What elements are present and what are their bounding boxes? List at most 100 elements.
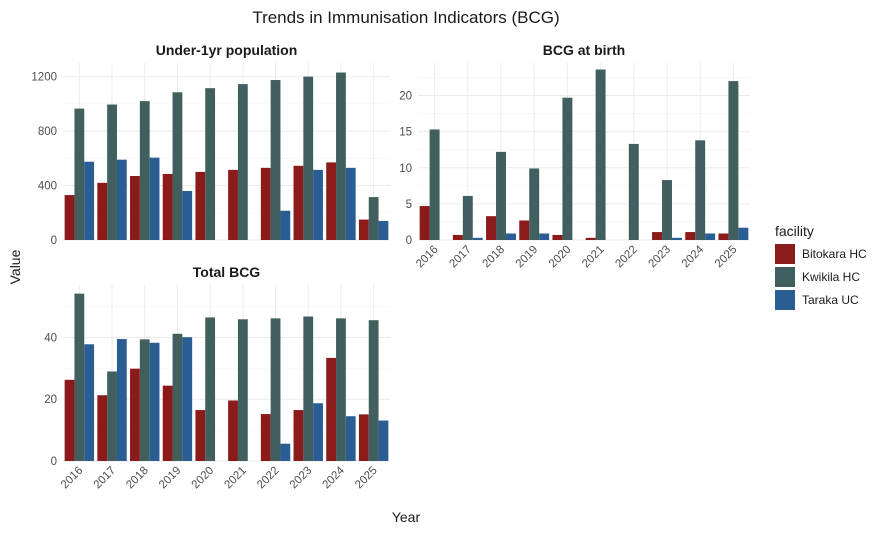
bar xyxy=(280,210,291,240)
legend-entry: Kwikila HC xyxy=(802,270,860,284)
x-tick-label: 2017 xyxy=(92,465,119,492)
bar xyxy=(162,385,173,461)
bar xyxy=(172,92,183,241)
bar xyxy=(685,232,696,240)
bar xyxy=(149,157,160,240)
panel-title: BCG at birth xyxy=(543,42,625,58)
bar xyxy=(529,168,540,240)
bar xyxy=(149,342,160,461)
bar xyxy=(358,414,369,461)
y-tick-label: 10 xyxy=(399,163,412,175)
x-tick-label: 2020 xyxy=(547,244,574,271)
y-tick-label: 800 xyxy=(38,126,57,138)
bar xyxy=(336,318,346,461)
x-tick-label: 2022 xyxy=(613,244,640,271)
bar xyxy=(671,237,682,240)
bar xyxy=(97,395,108,461)
bar xyxy=(107,371,117,461)
bar xyxy=(228,169,238,240)
bar xyxy=(84,161,95,240)
bar xyxy=(182,190,193,240)
bar xyxy=(205,88,216,240)
bar xyxy=(505,233,516,240)
bar xyxy=(84,344,95,461)
x-tick-label: 2021 xyxy=(580,244,607,271)
bar xyxy=(280,443,291,461)
x-tick-label: 2017 xyxy=(447,244,474,271)
bar xyxy=(419,206,430,240)
bar xyxy=(293,410,304,461)
bar xyxy=(585,237,596,240)
y-tick-label: 20 xyxy=(399,91,412,103)
x-tick-label: 2020 xyxy=(190,465,217,492)
bar xyxy=(139,339,150,461)
bar xyxy=(237,84,248,240)
bar xyxy=(293,165,304,240)
y-tick-label: 1200 xyxy=(31,72,57,84)
bar xyxy=(326,162,337,240)
bar xyxy=(195,410,206,461)
bar xyxy=(562,97,573,240)
bar xyxy=(452,234,463,240)
y-tick-label: 20 xyxy=(44,394,57,406)
panel-2: BCG at birth 0 5 10 15 20 2016 2017 2018 2019 2020… xyxy=(399,42,750,270)
bar xyxy=(130,176,140,240)
legend-title: facility xyxy=(775,223,814,239)
bar xyxy=(595,69,606,240)
legend-swatch xyxy=(775,244,795,264)
bar xyxy=(64,195,75,240)
bar xyxy=(303,76,314,240)
x-tick-label: 2016 xyxy=(414,244,441,271)
bar xyxy=(74,108,85,240)
x-tick-label: 2023 xyxy=(288,465,315,492)
bar xyxy=(718,233,729,240)
bar xyxy=(270,80,281,241)
x-tick-label: 2023 xyxy=(647,244,674,271)
x-tick-label: 2019 xyxy=(157,465,184,492)
y-tick-label: 15 xyxy=(399,127,412,139)
bar xyxy=(237,319,248,461)
bar xyxy=(162,173,173,240)
bar xyxy=(182,337,193,461)
bar xyxy=(519,220,530,240)
bar xyxy=(228,400,238,461)
bar xyxy=(378,420,389,461)
bar xyxy=(260,414,271,461)
bar xyxy=(378,220,389,240)
bar xyxy=(303,316,314,461)
legend-swatch xyxy=(775,290,795,310)
bar xyxy=(64,379,75,461)
bar xyxy=(336,72,346,241)
bar xyxy=(628,143,639,240)
x-tick-label: 2025 xyxy=(353,465,380,492)
bar xyxy=(130,368,140,461)
x-tick-label: 2019 xyxy=(514,244,541,271)
bar xyxy=(462,195,473,240)
x-tick-label: 2024 xyxy=(320,464,347,491)
bar xyxy=(728,81,739,241)
bar xyxy=(116,339,127,461)
bar xyxy=(368,320,379,461)
bar xyxy=(652,232,663,240)
x-axis-label: Year xyxy=(392,509,421,525)
bar xyxy=(738,227,749,240)
bar xyxy=(205,317,216,461)
bar xyxy=(107,104,117,241)
legend-entry: Taraka UC xyxy=(802,293,859,307)
chart-title: Trends in Immunisation Indicators (BCG) xyxy=(252,8,559,27)
x-tick-label: 2021 xyxy=(222,465,249,492)
y-tick-label: 0 xyxy=(51,235,57,247)
bar xyxy=(313,403,323,461)
bar xyxy=(172,333,183,461)
bar xyxy=(662,180,672,240)
y-tick-label: 40 xyxy=(44,332,57,344)
y-tick-label: 0 xyxy=(51,456,57,468)
bar xyxy=(195,171,206,240)
bar xyxy=(260,167,271,240)
bar xyxy=(358,219,369,240)
bar xyxy=(270,318,281,461)
bar xyxy=(74,293,85,461)
legend-swatch xyxy=(775,267,795,287)
